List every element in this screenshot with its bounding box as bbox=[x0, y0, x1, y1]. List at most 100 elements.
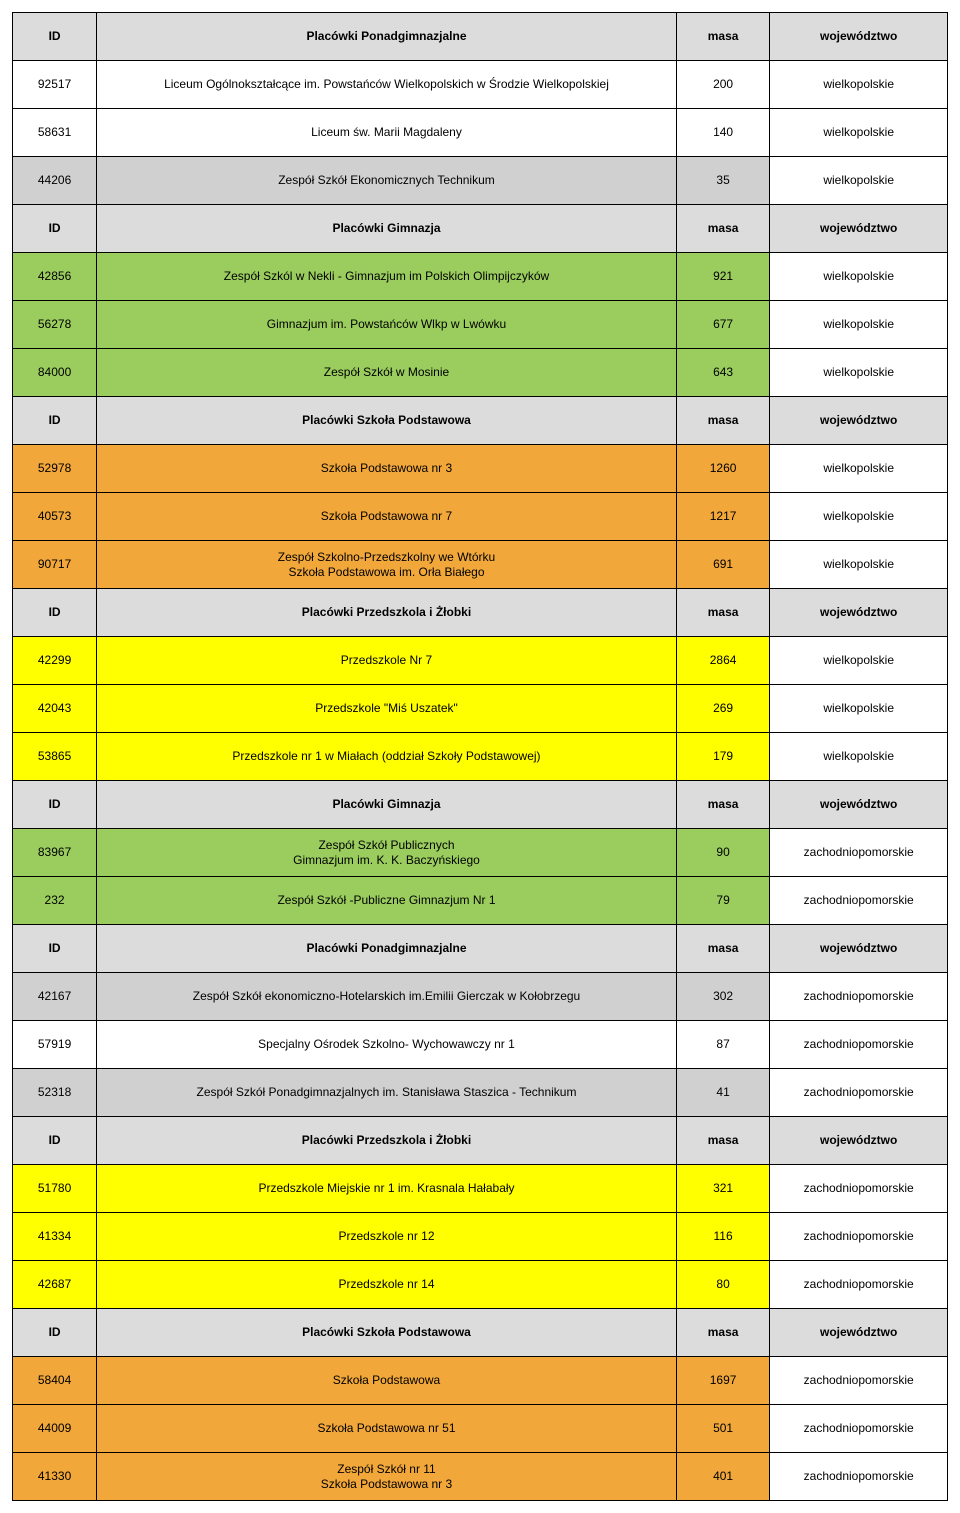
section-header-row: IDPlacówki Ponadgimnazjalnemasawojewództ… bbox=[13, 13, 948, 61]
section-header-row: IDPlacówki Przedszkola i Żłobkimasawojew… bbox=[13, 1117, 948, 1165]
cell-name: Przedszkole Miejskie nr 1 im. Krasnala H… bbox=[97, 1165, 677, 1213]
header-id: ID bbox=[13, 1117, 97, 1165]
cell-masa: 140 bbox=[676, 109, 770, 157]
cell-masa: 401 bbox=[676, 1453, 770, 1501]
header-woj: województwo bbox=[770, 589, 948, 637]
cell-masa: 1260 bbox=[676, 445, 770, 493]
header-category: Placówki Przedszkola i Żłobki bbox=[97, 589, 677, 637]
cell-id: 42043 bbox=[13, 685, 97, 733]
cell-id: 52978 bbox=[13, 445, 97, 493]
cell-name: Zespół Szkól w Nekli - Gimnazjum im Pols… bbox=[97, 253, 677, 301]
cell-id: 84000 bbox=[13, 349, 97, 397]
cell-id: 44206 bbox=[13, 157, 97, 205]
header-id: ID bbox=[13, 13, 97, 61]
cell-woj: wielkopolskie bbox=[770, 637, 948, 685]
cell-name: Zespół Szkół ekonomiczno-Hotelarskich im… bbox=[97, 973, 677, 1021]
cell-woj: wielkopolskie bbox=[770, 61, 948, 109]
table-row: 41334Przedszkole nr 12116zachodniopomors… bbox=[13, 1213, 948, 1261]
cell-name: Gimnazjum im. Powstańców Wlkp w Lwówku bbox=[97, 301, 677, 349]
cell-id: 42299 bbox=[13, 637, 97, 685]
cell-woj: wielkopolskie bbox=[770, 445, 948, 493]
header-id: ID bbox=[13, 781, 97, 829]
cell-woj: wielkopolskie bbox=[770, 349, 948, 397]
section-header-row: IDPlacówki Gimnazjamasawojewództwo bbox=[13, 205, 948, 253]
header-masa: masa bbox=[676, 1309, 770, 1357]
table-row: 56278Gimnazjum im. Powstańców Wlkp w Lwó… bbox=[13, 301, 948, 349]
table-row: 42043Przedszkole "Miś Uszatek"269wielkop… bbox=[13, 685, 948, 733]
table-row: 84000Zespół Szkół w Mosinie643wielkopols… bbox=[13, 349, 948, 397]
table-row: 53865Przedszkole nr 1 w Miałach (oddział… bbox=[13, 733, 948, 781]
header-woj: województwo bbox=[770, 13, 948, 61]
cell-masa: 200 bbox=[676, 61, 770, 109]
table-row: 51780Przedszkole Miejskie nr 1 im. Krasn… bbox=[13, 1165, 948, 1213]
cell-woj: zachodniopomorskie bbox=[770, 1213, 948, 1261]
cell-id: 41330 bbox=[13, 1453, 97, 1501]
header-woj: województwo bbox=[770, 781, 948, 829]
section-header-row: IDPlacówki Gimnazjamasawojewództwo bbox=[13, 781, 948, 829]
cell-id: 58631 bbox=[13, 109, 97, 157]
table-row: 42299Przedszkole Nr 72864wielkopolskie bbox=[13, 637, 948, 685]
table-row: 52978Szkoła Podstawowa nr 31260wielkopol… bbox=[13, 445, 948, 493]
cell-name: Szkoła Podstawowa bbox=[97, 1357, 677, 1405]
cell-woj: wielkopolskie bbox=[770, 685, 948, 733]
header-masa: masa bbox=[676, 397, 770, 445]
cell-woj: wielkopolskie bbox=[770, 157, 948, 205]
cell-name: Przedszkole Nr 7 bbox=[97, 637, 677, 685]
cell-name: Liceum św. Marii Magdaleny bbox=[97, 109, 677, 157]
cell-name: Liceum Ogólnokształcące im. Powstańców W… bbox=[97, 61, 677, 109]
cell-name: Zespół Szkolno-Przedszkolny we WtórkuSzk… bbox=[97, 541, 677, 589]
cell-masa: 2864 bbox=[676, 637, 770, 685]
header-category: Placówki Przedszkola i Żłobki bbox=[97, 1117, 677, 1165]
cell-name: Zespół Szkół w Mosinie bbox=[97, 349, 677, 397]
cell-name: Przedszkole "Miś Uszatek" bbox=[97, 685, 677, 733]
cell-masa: 35 bbox=[676, 157, 770, 205]
cell-woj: wielkopolskie bbox=[770, 493, 948, 541]
cell-id: 90717 bbox=[13, 541, 97, 589]
header-category: Placówki Ponadgimnazjalne bbox=[97, 13, 677, 61]
header-id: ID bbox=[13, 397, 97, 445]
header-masa: masa bbox=[676, 589, 770, 637]
table-row: 90717Zespół Szkolno-Przedszkolny we Wtór… bbox=[13, 541, 948, 589]
header-woj: województwo bbox=[770, 205, 948, 253]
header-category: Placówki Ponadgimnazjalne bbox=[97, 925, 677, 973]
cell-masa: 90 bbox=[676, 829, 770, 877]
table-row: 52318Zespół Szkół Ponadgimnazjalnych im.… bbox=[13, 1069, 948, 1117]
header-id: ID bbox=[13, 1309, 97, 1357]
cell-id: 58404 bbox=[13, 1357, 97, 1405]
cell-masa: 1697 bbox=[676, 1357, 770, 1405]
cell-name: Przedszkole nr 1 w Miałach (oddział Szko… bbox=[97, 733, 677, 781]
cell-woj: zachodniopomorskie bbox=[770, 1021, 948, 1069]
cell-id: 40573 bbox=[13, 493, 97, 541]
cell-name: Przedszkole nr 12 bbox=[97, 1213, 677, 1261]
header-category: Placówki Gimnazja bbox=[97, 205, 677, 253]
header-masa: masa bbox=[676, 781, 770, 829]
cell-masa: 79 bbox=[676, 877, 770, 925]
cell-id: 83967 bbox=[13, 829, 97, 877]
cell-id: 44009 bbox=[13, 1405, 97, 1453]
table-row: 83967Zespół Szkół PublicznychGimnazjum i… bbox=[13, 829, 948, 877]
cell-masa: 643 bbox=[676, 349, 770, 397]
cell-name: Przedszkole nr 14 bbox=[97, 1261, 677, 1309]
cell-woj: wielkopolskie bbox=[770, 733, 948, 781]
table-row: 57919Specjalny Ośrodek Szkolno- Wychowaw… bbox=[13, 1021, 948, 1069]
cell-woj: zachodniopomorskie bbox=[770, 1069, 948, 1117]
header-woj: województwo bbox=[770, 1117, 948, 1165]
header-id: ID bbox=[13, 205, 97, 253]
cell-id: 53865 bbox=[13, 733, 97, 781]
cell-masa: 269 bbox=[676, 685, 770, 733]
cell-woj: wielkopolskie bbox=[770, 541, 948, 589]
section-header-row: IDPlacówki Ponadgimnazjalnemasawojewództ… bbox=[13, 925, 948, 973]
cell-masa: 1217 bbox=[676, 493, 770, 541]
cell-name: Szkoła Podstawowa nr 7 bbox=[97, 493, 677, 541]
cell-masa: 87 bbox=[676, 1021, 770, 1069]
cell-id: 42687 bbox=[13, 1261, 97, 1309]
cell-id: 42856 bbox=[13, 253, 97, 301]
cell-woj: zachodniopomorskie bbox=[770, 1261, 948, 1309]
cell-name: Specjalny Ośrodek Szkolno- Wychowawczy n… bbox=[97, 1021, 677, 1069]
cell-name: Szkoła Podstawowa nr 3 bbox=[97, 445, 677, 493]
header-category: Placówki Szkoła Podstawowa bbox=[97, 1309, 677, 1357]
cell-name: Zespół Szkół nr 11Szkoła Podstawowa nr 3 bbox=[97, 1453, 677, 1501]
cell-woj: zachodniopomorskie bbox=[770, 829, 948, 877]
header-id: ID bbox=[13, 925, 97, 973]
header-woj: województwo bbox=[770, 925, 948, 973]
